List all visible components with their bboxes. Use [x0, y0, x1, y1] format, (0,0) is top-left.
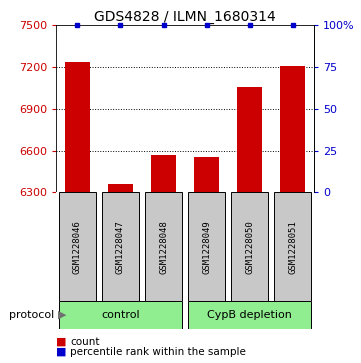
Bar	[237, 87, 262, 192]
Bar	[58, 301, 182, 329]
Bar	[101, 192, 139, 301]
Bar	[65, 62, 90, 192]
Text: GSM1228047: GSM1228047	[116, 220, 125, 274]
Bar	[108, 184, 134, 192]
Bar	[144, 192, 182, 301]
Bar	[274, 192, 312, 301]
Text: control: control	[101, 310, 140, 320]
Text: CypB depletion: CypB depletion	[207, 310, 292, 320]
Text: count: count	[70, 337, 100, 347]
Text: GSM1228050: GSM1228050	[245, 220, 254, 274]
Text: ■: ■	[56, 337, 66, 347]
Bar	[151, 155, 177, 192]
Bar	[188, 192, 226, 301]
Text: ■: ■	[56, 347, 66, 357]
Bar	[188, 301, 312, 329]
Title: GDS4828 / ILMN_1680314: GDS4828 / ILMN_1680314	[94, 11, 276, 24]
Text: GSM1228051: GSM1228051	[288, 220, 297, 274]
Text: GSM1228048: GSM1228048	[159, 220, 168, 274]
Text: GSM1228046: GSM1228046	[73, 220, 82, 274]
Text: ▶: ▶	[58, 310, 66, 320]
Bar	[193, 157, 219, 192]
Text: protocol: protocol	[9, 310, 54, 320]
Text: percentile rank within the sample: percentile rank within the sample	[70, 347, 246, 357]
Bar	[231, 192, 269, 301]
Text: GSM1228049: GSM1228049	[202, 220, 211, 274]
Bar	[280, 66, 305, 192]
Bar	[58, 192, 96, 301]
